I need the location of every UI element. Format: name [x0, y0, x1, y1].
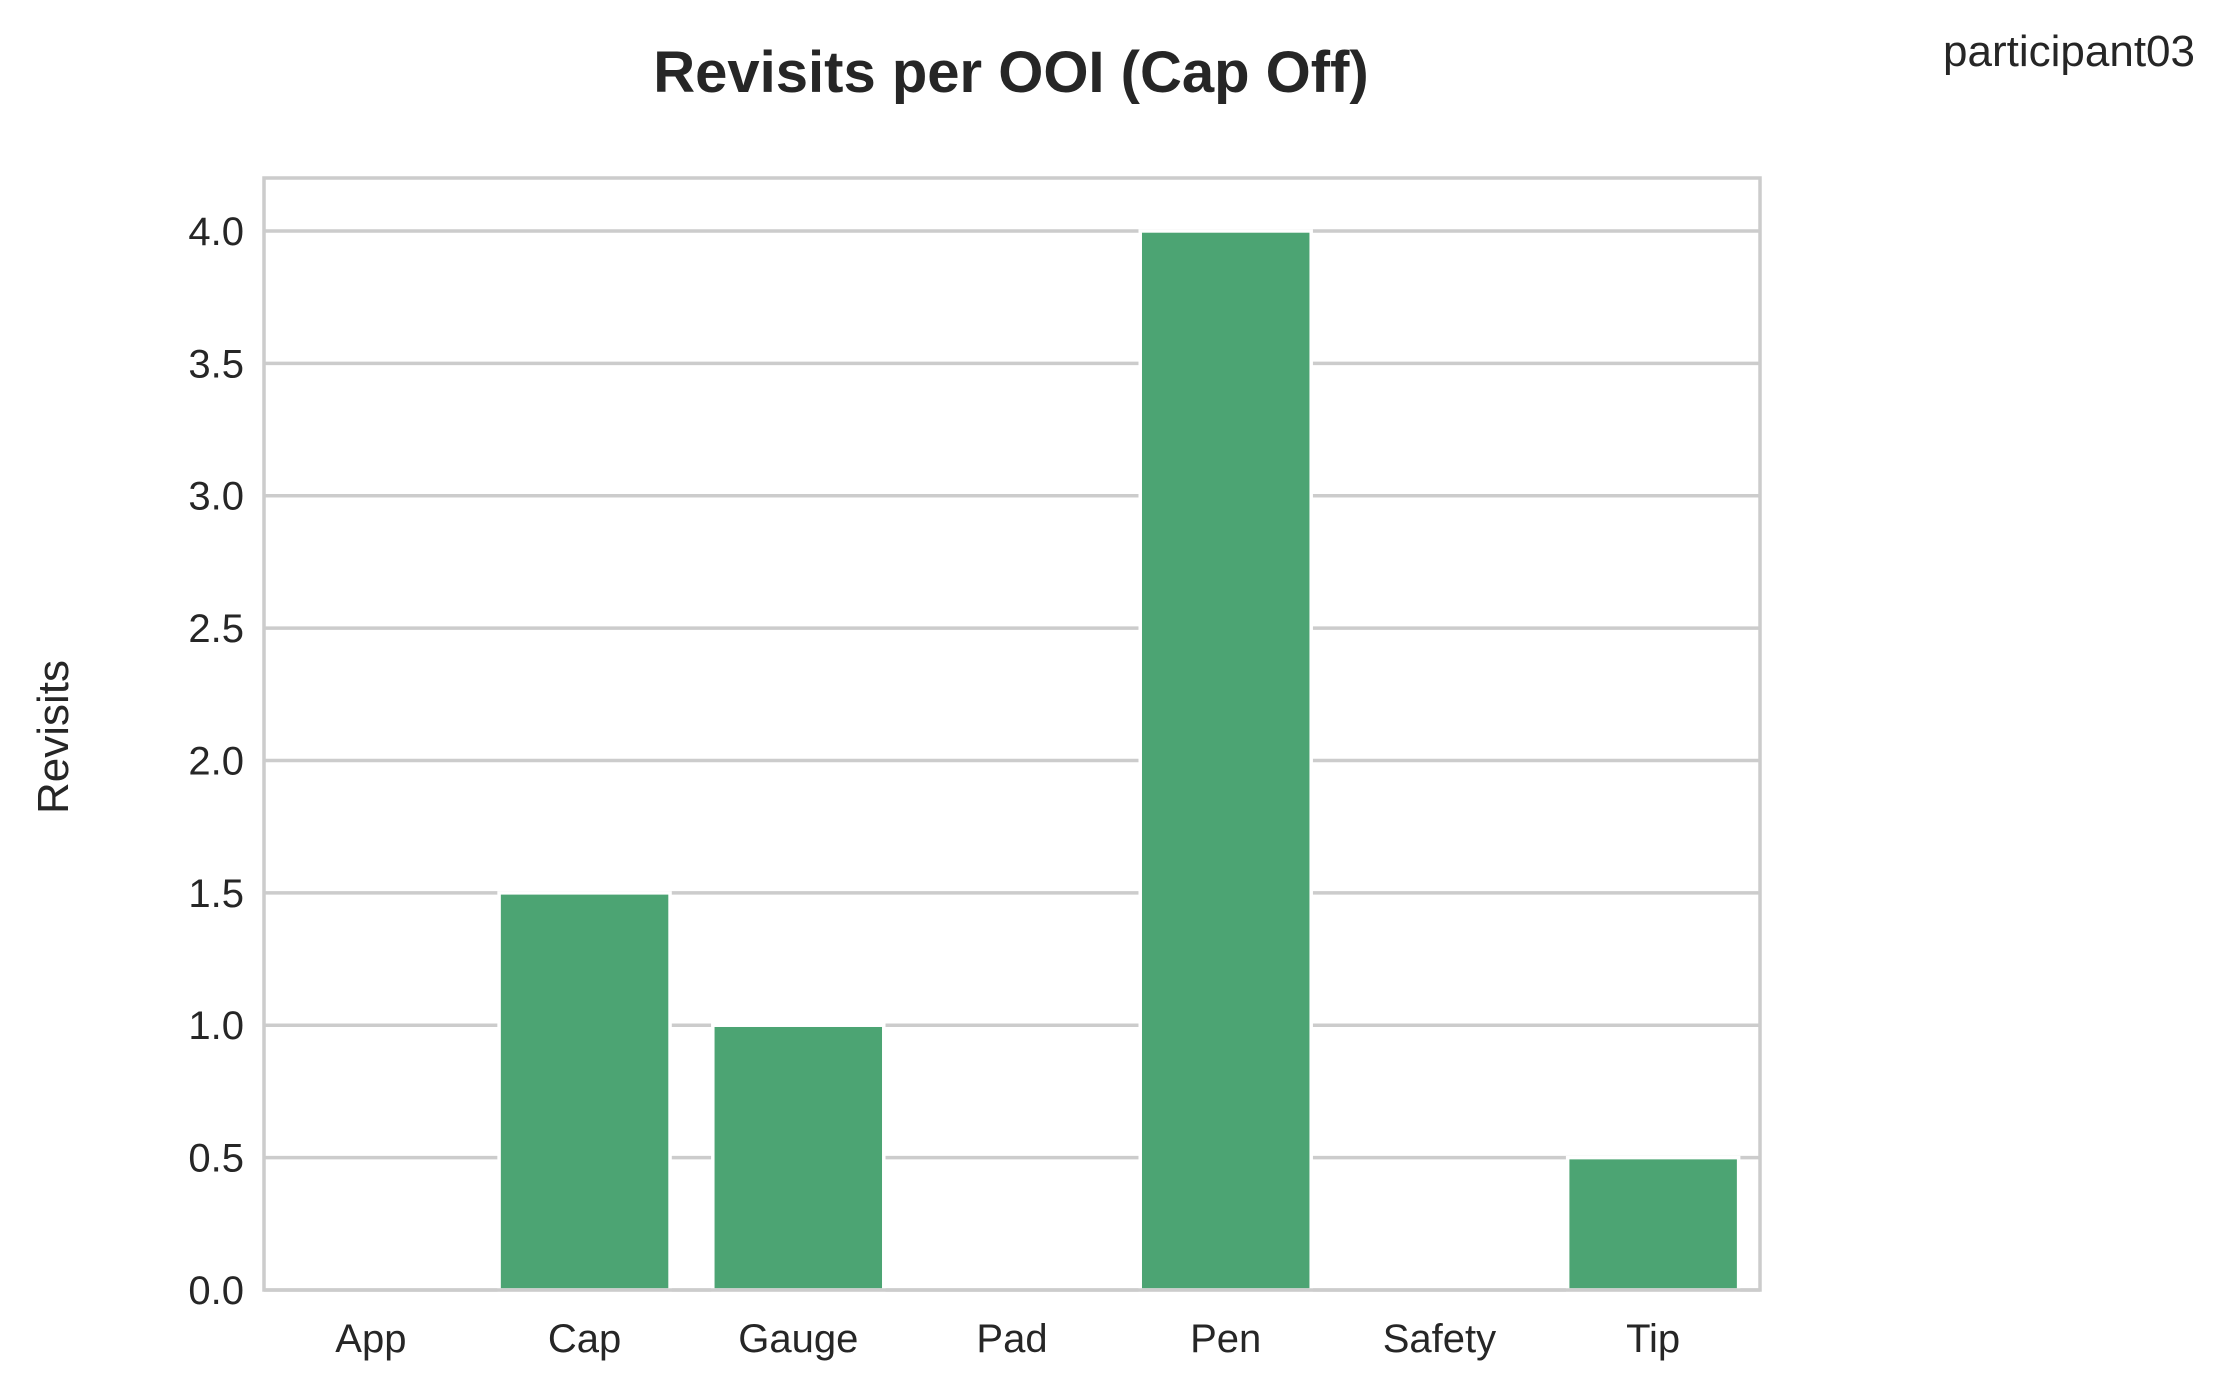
participant-label: participant03 [1943, 27, 2195, 76]
x-tick-label: Tip [1626, 1317, 1680, 1361]
y-tick-label: 0.0 [188, 1269, 244, 1313]
y-tick-label: 1.5 [188, 872, 244, 916]
x-tick-label: App [335, 1317, 406, 1361]
x-tick-label: Gauge [738, 1317, 858, 1361]
y-tick-label: 1.0 [188, 1004, 244, 1048]
y-tick-label: 2.0 [188, 739, 244, 783]
y-tick-label: 0.5 [188, 1137, 244, 1181]
grid-lines [264, 229, 1760, 1292]
bar-gauge [711, 1023, 886, 1292]
y-tick-label: 2.5 [188, 607, 244, 651]
y-axis-label: Revisits [29, 660, 78, 814]
x-tick-label: Pen [1190, 1317, 1261, 1361]
y-axis-ticks: 0.0 0.5 1.0 1.5 2.0 2.5 3.0 3.5 4.0 [188, 210, 244, 1313]
bar-cap [497, 891, 672, 1292]
plot-frame [262, 176, 1762, 1292]
y-tick-label: 3.5 [188, 342, 244, 386]
x-tick-label: Cap [548, 1317, 621, 1361]
bars [497, 229, 1741, 1292]
y-tick-label: 4.0 [188, 210, 244, 254]
x-tick-label: Pad [976, 1317, 1047, 1361]
chart-title: Revisits per OOI (Cap Off) [653, 40, 1368, 105]
x-axis-ticks: App Cap Gauge Pad Pen Safety Tip [335, 1317, 1680, 1361]
bar-tip [1565, 1155, 1741, 1292]
bar-pen [1138, 229, 1313, 1292]
x-tick-label: Safety [1383, 1317, 1496, 1361]
y-tick-label: 3.0 [188, 475, 244, 519]
